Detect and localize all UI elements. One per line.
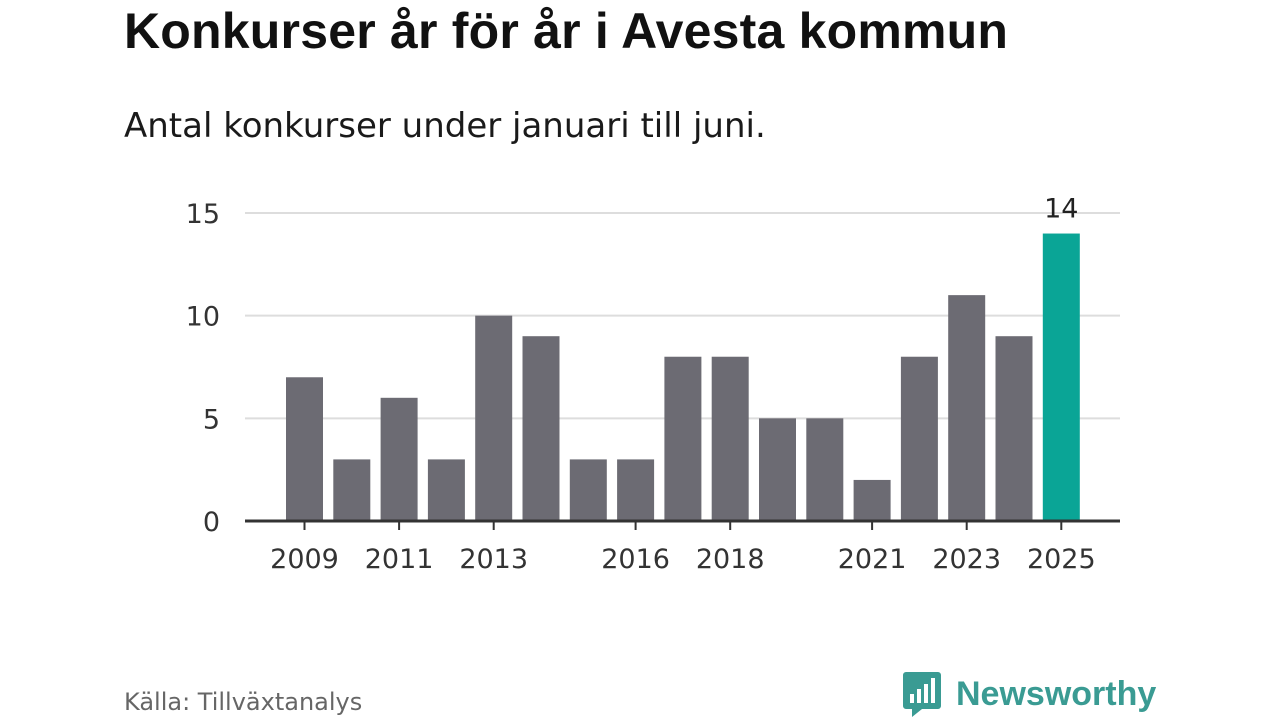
chart-title: Konkurser år för år i Avesta kommun [124, 3, 1009, 59]
brand-logo: Newsworthy [902, 668, 1156, 720]
newsworthy-logo-icon [903, 672, 941, 717]
bars [286, 233, 1080, 522]
bar-2015 [569, 459, 607, 521]
bar-2010 [333, 459, 371, 521]
x-tick-label: 2013 [459, 544, 528, 575]
bar-2022 [900, 356, 938, 521]
bar-2017 [664, 356, 702, 521]
y-tick-label: 10 [186, 302, 220, 333]
x-tick-label: 2018 [696, 544, 765, 575]
bar-2012 [427, 459, 465, 521]
bar-2019 [759, 418, 796, 521]
x-tick-label: 2021 [838, 544, 907, 575]
bar-2016 [617, 459, 655, 521]
x-tick-label: 2009 [270, 544, 339, 575]
y-tick-label: 15 [186, 199, 220, 230]
y-tick-label: 5 [203, 404, 220, 435]
x-tick-label: 2023 [932, 544, 1001, 575]
source-note: Källa: Tillväxtanalys [124, 688, 363, 716]
bar-2013 [475, 315, 513, 521]
bar-2023 [948, 295, 986, 521]
bar-2021 [853, 479, 891, 521]
bar-2024 [995, 336, 1033, 521]
x-tick-label: 2016 [601, 544, 670, 575]
x-tick-label: 2025 [1027, 544, 1096, 575]
bar-2014 [522, 336, 560, 521]
bar-2011 [380, 397, 418, 521]
bar-2020 [806, 418, 844, 521]
axes [245, 519, 1120, 530]
bar-2009 [286, 377, 323, 521]
chart-subtitle: Antal konkurser under januari till juni. [124, 106, 766, 146]
labels: 0 5 10 15 14 2009 2011 2013 2016 2018 2021 2023 2025 [186, 194, 1096, 575]
bar-2025 [1042, 233, 1080, 522]
y-tick-label: 0 [203, 507, 220, 538]
brand-name: Newsworthy [956, 674, 1157, 713]
x-tick-label: 2011 [365, 544, 434, 575]
data-label: 14 [1044, 194, 1078, 225]
bar-2018 [711, 356, 749, 521]
